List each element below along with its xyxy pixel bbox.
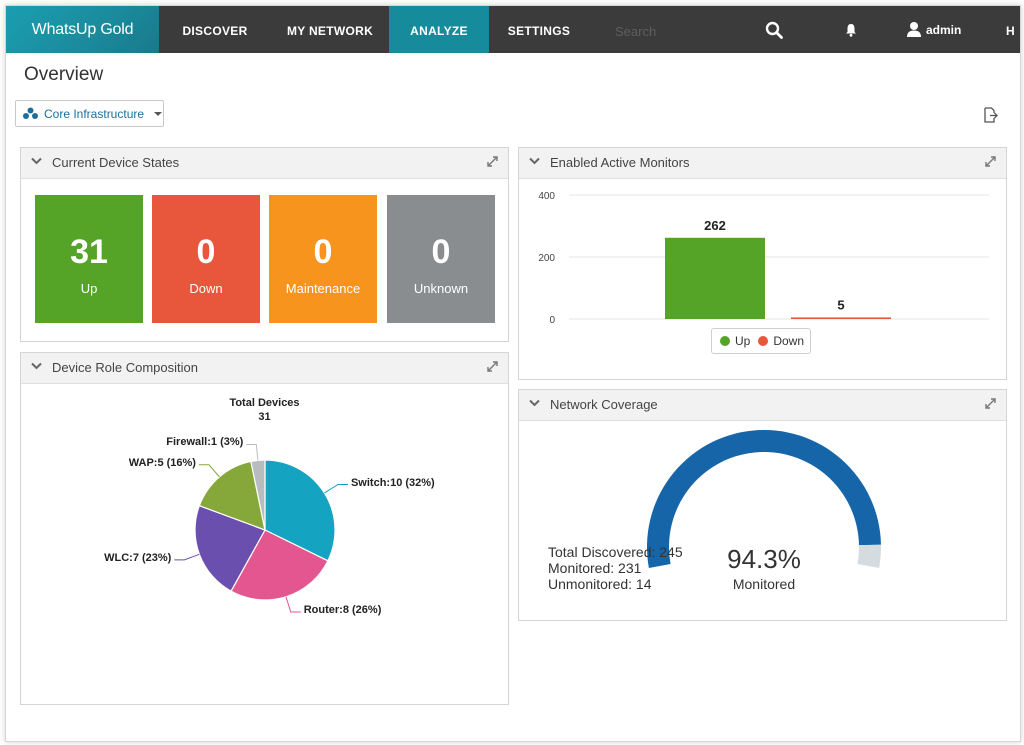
role-pie-chart — [174, 443, 348, 613]
nav-discover[interactable]: DISCOVER — [182, 24, 248, 38]
user-icon — [907, 22, 921, 37]
nav-help-truncated[interactable]: H — [1006, 24, 1015, 38]
pie-label-wap: WAP:5 (16%) — [128, 456, 196, 469]
device-group-dropdown[interactable]: Core Infrastructure — [15, 100, 164, 127]
gauge-monitored-arc — [647, 430, 881, 568]
bar-value-label: 262 — [704, 218, 726, 233]
pie-leader-line — [198, 464, 220, 478]
tile-label: Up — [80, 281, 98, 296]
monitors-bar-chart: 0 200 400 262 5 — [538, 191, 989, 326]
coverage-unmonitored: Unmonitored: 14 — [548, 576, 652, 592]
current-device-states-panel: Current Device States 31 Up 0 Down 0 Maintena… — [20, 147, 509, 342]
tile-label: Maintenance — [285, 281, 361, 296]
search-input[interactable] — [613, 20, 747, 42]
pie-label-wlc: WLC:7 (23%) — [104, 551, 172, 564]
panel-title: Current Device States — [52, 155, 180, 170]
collapse-chevron-icon[interactable] — [529, 157, 540, 165]
expand-icon[interactable] — [486, 360, 499, 373]
app-window: WhatsUp Gold DISCOVER MY NETWORK ANALYZE… — [5, 5, 1021, 742]
username: admin — [926, 22, 962, 37]
whatsup-gold-logo[interactable]: WhatsUp Gold — [6, 6, 159, 53]
y-tick-label: 400 — [538, 191, 555, 202]
tile-label: Unknown — [413, 281, 469, 296]
tile-count: 0 — [431, 233, 451, 271]
expand-icon[interactable] — [984, 397, 997, 410]
enabled-active-monitors-panel: Enabled Active Monitors 0 200 400 262 5 Up D… — [518, 147, 1007, 380]
device-group-label: Core Infrastructure — [44, 106, 145, 121]
panel-header: Device Role Composition — [21, 353, 508, 384]
tile-label: Down — [189, 281, 223, 296]
page-title: Overview — [24, 64, 104, 85]
tile-count: 0 — [196, 233, 216, 271]
panel-title: Enabled Active Monitors — [550, 155, 690, 170]
y-tick-label: 0 — [549, 315, 555, 326]
device-group-icon — [23, 107, 38, 119]
legend-up-swatch — [720, 336, 730, 346]
legend-down-label[interactable]: Down — [773, 334, 805, 348]
tile-count: 31 — [70, 233, 108, 271]
device-role-composition-panel: Device Role Composition Total Devices 31… — [20, 352, 509, 705]
coverage-gauge — [647, 430, 881, 568]
tile-count: 0 — [313, 233, 333, 271]
coverage-total-discovered: Total Discovered: 245 — [548, 544, 683, 560]
total-devices-value: 31 — [258, 411, 271, 423]
device-state-tile-maintenance[interactable]: 0 Maintenance — [269, 195, 377, 323]
legend-up-label[interactable]: Up — [735, 334, 751, 348]
legend-down-swatch — [758, 336, 769, 346]
expand-icon[interactable] — [984, 155, 997, 168]
collapse-chevron-icon[interactable] — [31, 362, 42, 370]
bar-value-label: 5 — [837, 297, 844, 312]
panel-title: Device Role Composition — [52, 360, 198, 375]
device-state-tile-up[interactable]: 31 Up — [35, 195, 143, 323]
pie-slice-router[interactable] — [230, 529, 329, 601]
gauge-unmonitored-arc — [857, 544, 881, 568]
bar-down[interactable] — [791, 317, 891, 319]
device-state-tile-down[interactable]: 0 Down — [152, 195, 260, 323]
y-tick-label: 200 — [538, 253, 555, 264]
collapse-chevron-icon[interactable] — [31, 157, 42, 165]
panel-header: Current Device States — [21, 148, 508, 179]
pie-leader-line — [324, 484, 348, 494]
pie-slice-wap[interactable] — [198, 460, 266, 531]
total-devices-label: Total Devices — [229, 397, 300, 409]
search-icon[interactable] — [762, 6, 786, 53]
network-coverage-panel: Network Coverage Total Discovered: 245 M… — [518, 389, 1007, 621]
panel-header: Enabled Active Monitors — [519, 148, 1006, 179]
device-state-tile-unknown[interactable]: 0 Unknown — [387, 195, 495, 323]
nav-my-network[interactable]: MY NETWORK — [286, 24, 374, 38]
panel-title: Network Coverage — [550, 397, 658, 412]
user-menu[interactable]: admin — [906, 6, 961, 53]
coverage-monitored: Monitored: 231 — [548, 560, 642, 576]
bell-icon[interactable] — [842, 6, 860, 53]
pie-leader-line — [246, 443, 259, 461]
pie-slice-wlc[interactable] — [194, 504, 266, 593]
pie-slice-switch[interactable] — [264, 459, 336, 562]
coverage-percent-label: Monitored — [732, 576, 796, 592]
nav-analyze[interactable]: ANALYZE — [389, 6, 489, 53]
pie-leader-line — [285, 596, 301, 613]
collapse-chevron-icon[interactable] — [529, 399, 540, 407]
coverage-percent: 94.3% — [727, 544, 801, 574]
top-navigation: WhatsUp Gold DISCOVER MY NETWORK ANALYZE… — [6, 6, 1020, 53]
pie-label-switch: Switch:10 (32%) — [350, 476, 435, 489]
chart-legend: Up Down — [711, 328, 811, 354]
pie-label-router: Router:8 (26%) — [303, 604, 382, 617]
expand-icon[interactable] — [486, 155, 499, 168]
bar-up[interactable] — [665, 237, 765, 319]
export-icon[interactable] — [984, 107, 998, 123]
pie-leader-line — [174, 553, 200, 561]
panel-header: Network Coverage — [519, 390, 1006, 421]
chevron-down-icon — [154, 111, 163, 116]
nav-settings[interactable]: SETTINGS — [507, 24, 571, 38]
pie-label-firewall: Firewall:1 (3%) — [166, 436, 244, 449]
